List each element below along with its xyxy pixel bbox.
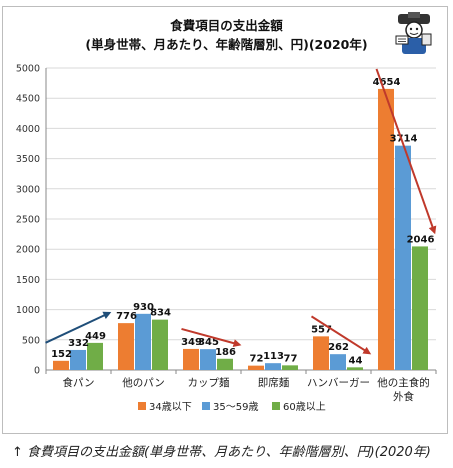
y-tick-label: 3000 [16, 184, 40, 195]
y-tick-label: 5000 [16, 64, 40, 75]
bar [217, 358, 233, 370]
mascot-illustration [395, 12, 432, 54]
data-label: 3714 [390, 134, 418, 145]
chart-subtitle: (単身世帯、月あたり、年齢階層別、円)(2020年) [85, 37, 368, 52]
data-label: 834 [150, 308, 171, 319]
y-tick-label: 3500 [16, 154, 40, 165]
x-tick-label: 食パン [62, 376, 94, 389]
y-tick-label: 0 [34, 366, 40, 377]
y-tick-label: 1500 [16, 275, 40, 286]
bar [282, 365, 298, 370]
legend-label: 35〜59歳 [213, 401, 258, 413]
data-label: 557 [311, 324, 332, 335]
data-label: 113 [263, 351, 284, 362]
data-label: 77 [284, 353, 298, 364]
bar [248, 365, 264, 370]
bar [395, 145, 411, 370]
y-tick-label: 2500 [16, 215, 40, 226]
x-tick-label: 即席麺 [258, 376, 290, 389]
bar [330, 354, 346, 370]
bar [313, 336, 329, 370]
bar [412, 246, 428, 370]
bar-chart: 0 500 1000 1500 2000 2500 3000 3500 4000 4500 5000… [16, 64, 437, 413]
data-label: 44 [349, 355, 363, 366]
figure-caption: ↑ 食費項目の支出金額(単身世帯、月あたり、年齢階層別、円)(2020年) [12, 445, 431, 460]
bar [87, 342, 103, 370]
x-tick-label: カップ麺 [188, 376, 230, 389]
legend-swatch [138, 402, 146, 410]
legend-label: 60歳以上 [283, 401, 326, 413]
y-tick-label: 4500 [16, 94, 40, 105]
bar [53, 360, 69, 370]
trend-arrows [45, 68, 437, 355]
data-label: 449 [85, 331, 106, 342]
y-tick-label: 4000 [16, 124, 40, 135]
bar [118, 323, 134, 370]
bars [53, 88, 428, 370]
bar [152, 319, 168, 370]
data-label: 776 [116, 311, 137, 322]
axes: 0 500 1000 1500 2000 2500 3000 3500 4000 4500 5000… [16, 64, 437, 403]
data-label: 345 [198, 337, 219, 348]
y-tick-label: 2000 [16, 245, 40, 256]
bar [135, 313, 151, 370]
data-label: 349 [181, 337, 202, 348]
trend-arrow [45, 311, 112, 344]
y-tick-label: 500 [22, 335, 40, 346]
trend-arrow [310, 315, 372, 355]
x-tick-label: 他の主食的 [377, 376, 430, 389]
data-label: 4654 [373, 77, 401, 88]
x-tick-label: 外食 [393, 390, 414, 403]
gridlines [46, 67, 436, 371]
data-label: 152 [51, 349, 72, 360]
data-label: 72 [250, 354, 264, 365]
x-tick-label: 他のパン [122, 376, 165, 389]
data-label: 2046 [407, 234, 435, 245]
data-label: 332 [68, 338, 89, 349]
bar [200, 349, 216, 370]
x-tick-label: ハンバーガー [307, 377, 370, 389]
bar [378, 88, 394, 370]
data-label: 186 [215, 347, 236, 358]
legend: 34歳以下 35〜59歳 60歳以上 [138, 401, 326, 413]
chart-title: 食費項目の支出金額 [170, 18, 283, 33]
data-label: 262 [328, 342, 349, 353]
legend-label: 34歳以下 [149, 401, 192, 413]
bar [265, 363, 281, 370]
bar [347, 367, 363, 370]
bar [183, 348, 199, 370]
legend-swatch [272, 402, 280, 410]
trend-arrow [375, 68, 437, 235]
y-tick-label: 1000 [16, 305, 40, 316]
trend-arrow [181, 327, 242, 348]
bar [70, 349, 86, 370]
legend-swatch [202, 402, 210, 410]
data-label: 930 [133, 302, 154, 313]
